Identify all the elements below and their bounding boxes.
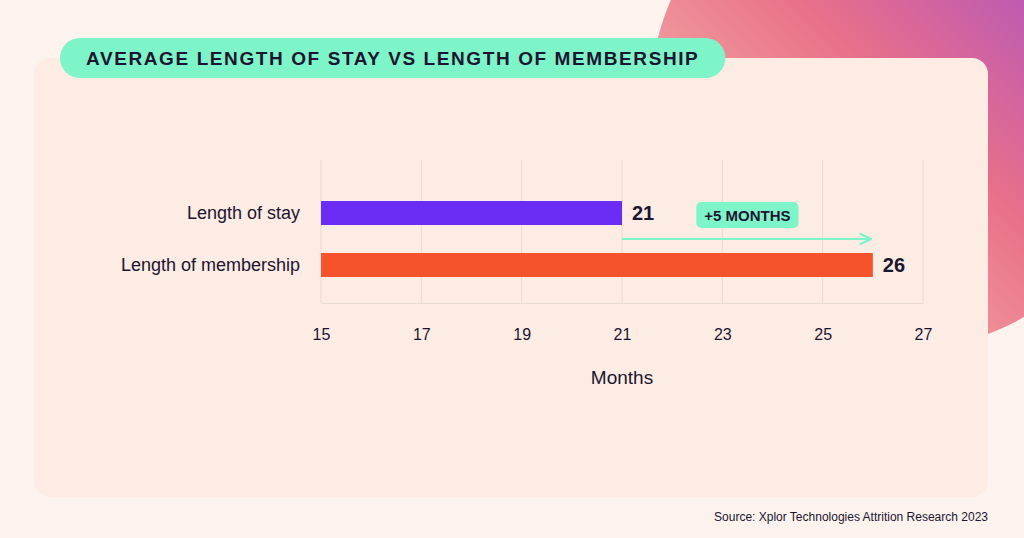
x-tick: 19 bbox=[513, 303, 531, 343]
x-tick-label: 27 bbox=[915, 326, 933, 343]
grid-line bbox=[722, 160, 723, 303]
annotation-text: +5 MONTHS bbox=[704, 207, 790, 224]
annotation: +5 MONTHS bbox=[622, 202, 871, 239]
x-tick: 15 bbox=[313, 303, 331, 343]
x-tick-label: 17 bbox=[413, 326, 431, 343]
x-tick: 27 bbox=[915, 303, 933, 343]
x-axis: 15 17 19 21 23 25 27 bbox=[313, 303, 933, 343]
category-label: Length of membership bbox=[121, 255, 300, 275]
x-tick: 21 bbox=[614, 303, 632, 343]
annotation-pill bbox=[696, 202, 798, 228]
y-axis: Length of stay Length of membership bbox=[121, 203, 321, 275]
grid bbox=[321, 160, 923, 303]
data-label: 26 bbox=[883, 254, 905, 276]
x-tick-label: 15 bbox=[313, 326, 331, 343]
x-tick-label: 23 bbox=[714, 326, 732, 343]
source: Source: Xplor Technologies Attrition Res… bbox=[714, 510, 988, 524]
category-label: Length of stay bbox=[187, 203, 300, 223]
grid-line bbox=[421, 160, 422, 303]
bar bbox=[321, 201, 622, 225]
x-axis-title: Months bbox=[591, 367, 653, 388]
bar bbox=[321, 253, 873, 277]
grid-line bbox=[321, 160, 322, 303]
background bbox=[0, 0, 1024, 538]
grid-line bbox=[622, 160, 623, 303]
x-tick: 23 bbox=[714, 303, 732, 343]
bars bbox=[321, 201, 873, 277]
grid-line bbox=[822, 160, 823, 303]
x-tick-label: 21 bbox=[614, 326, 632, 343]
x-axis-line bbox=[322, 303, 924, 304]
grid-line bbox=[521, 160, 522, 303]
x-tick-label: 25 bbox=[814, 326, 832, 343]
card bbox=[34, 58, 988, 497]
grid-line bbox=[923, 160, 924, 303]
arrow bbox=[622, 238, 871, 240]
y-tick: Length of stay bbox=[187, 203, 321, 223]
title-pill bbox=[60, 38, 725, 78]
chart-svg: AVERAGE LENGTH OF STAY VS LENGTH OF MEMB… bbox=[0, 0, 1024, 538]
x-tick: 25 bbox=[814, 303, 832, 343]
x-tick: 17 bbox=[413, 303, 431, 343]
title-group: AVERAGE LENGTH OF STAY VS LENGTH OF MEMB… bbox=[60, 38, 725, 78]
y-tick: Length of membership bbox=[121, 255, 321, 275]
x-tick-label: 19 bbox=[513, 326, 531, 343]
title: AVERAGE LENGTH OF STAY VS LENGTH OF MEMB… bbox=[86, 48, 699, 69]
data-label: 21 bbox=[632, 202, 654, 224]
